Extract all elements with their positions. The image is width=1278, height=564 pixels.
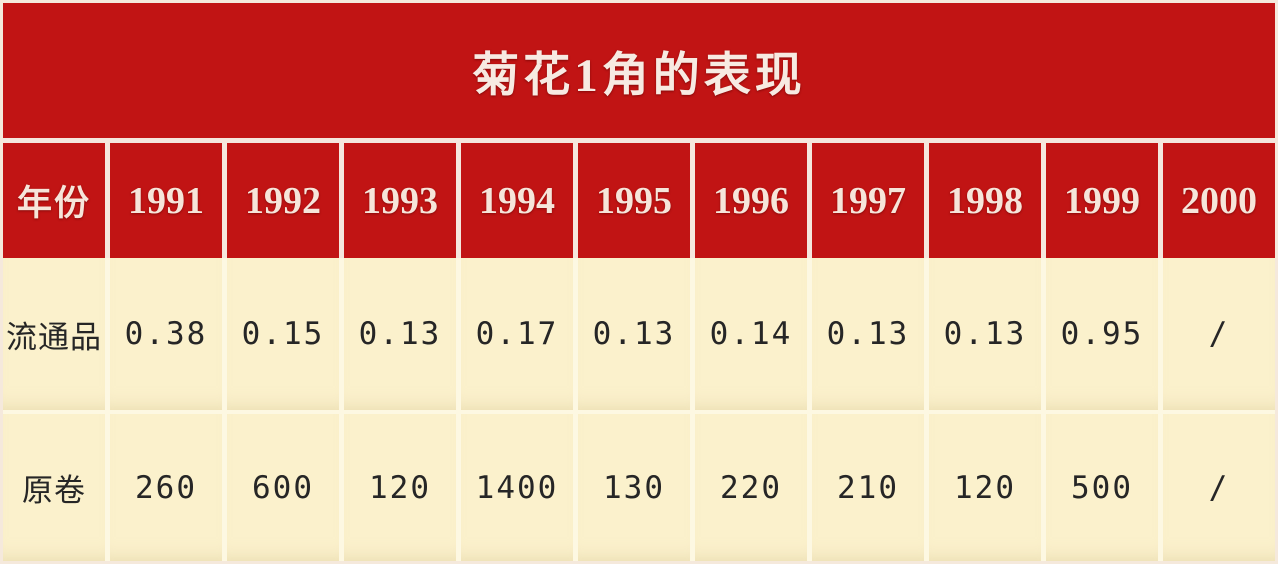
value-cell: 0.17	[461, 258, 573, 410]
year-cell: 1995	[578, 143, 690, 258]
value-cell: 120	[929, 414, 1041, 561]
value-cell: /	[1163, 258, 1275, 410]
value-cell: 260	[110, 414, 222, 561]
year-cell: 1994	[461, 143, 573, 258]
value-cell: 500	[1046, 414, 1158, 561]
year-cell: 1998	[929, 143, 1041, 258]
value-cell: 0.14	[695, 258, 807, 410]
value-cell: 0.38	[110, 258, 222, 410]
value-cell: /	[1163, 414, 1275, 561]
year-cell: 1993	[344, 143, 456, 258]
value-cell: 1400	[461, 414, 573, 561]
title-band: 菊花1角的表现	[3, 3, 1275, 138]
year-cell: 1997	[812, 143, 924, 258]
year-header-row: 年份 1991 1992 1993 1994 1995 1996 1997 1998 1999 2…	[3, 143, 1275, 258]
value-cell: 120	[344, 414, 456, 561]
year-column-header: 年份	[3, 143, 105, 258]
table-body: 流通品 0.38 0.15 0.13 0.17 0.13 0.14 0.13 0.13 0.95/…	[3, 258, 1275, 561]
value-cell: 220	[695, 414, 807, 561]
year-cell: 1996	[695, 143, 807, 258]
value-cell: 0.13	[929, 258, 1041, 410]
value-cell: 600	[227, 414, 339, 561]
row-label: 原卷	[3, 414, 105, 561]
value-cell: 210	[812, 414, 924, 561]
value-cell: 130	[578, 414, 690, 561]
table-title: 菊花1角的表现	[472, 50, 806, 102]
year-cell: 1991	[110, 143, 222, 258]
value-cell: 0.15	[227, 258, 339, 410]
value-cell: 0.13	[578, 258, 690, 410]
row-label: 流通品	[3, 258, 105, 410]
value-cell: 0.13	[344, 258, 456, 410]
year-cell: 1992	[227, 143, 339, 258]
header-divider	[3, 138, 1275, 143]
value-cell: 0.95	[1046, 258, 1158, 410]
year-cell: 1999	[1046, 143, 1158, 258]
value-cell: 0.13	[812, 258, 924, 410]
year-cell: 2000	[1163, 143, 1275, 258]
